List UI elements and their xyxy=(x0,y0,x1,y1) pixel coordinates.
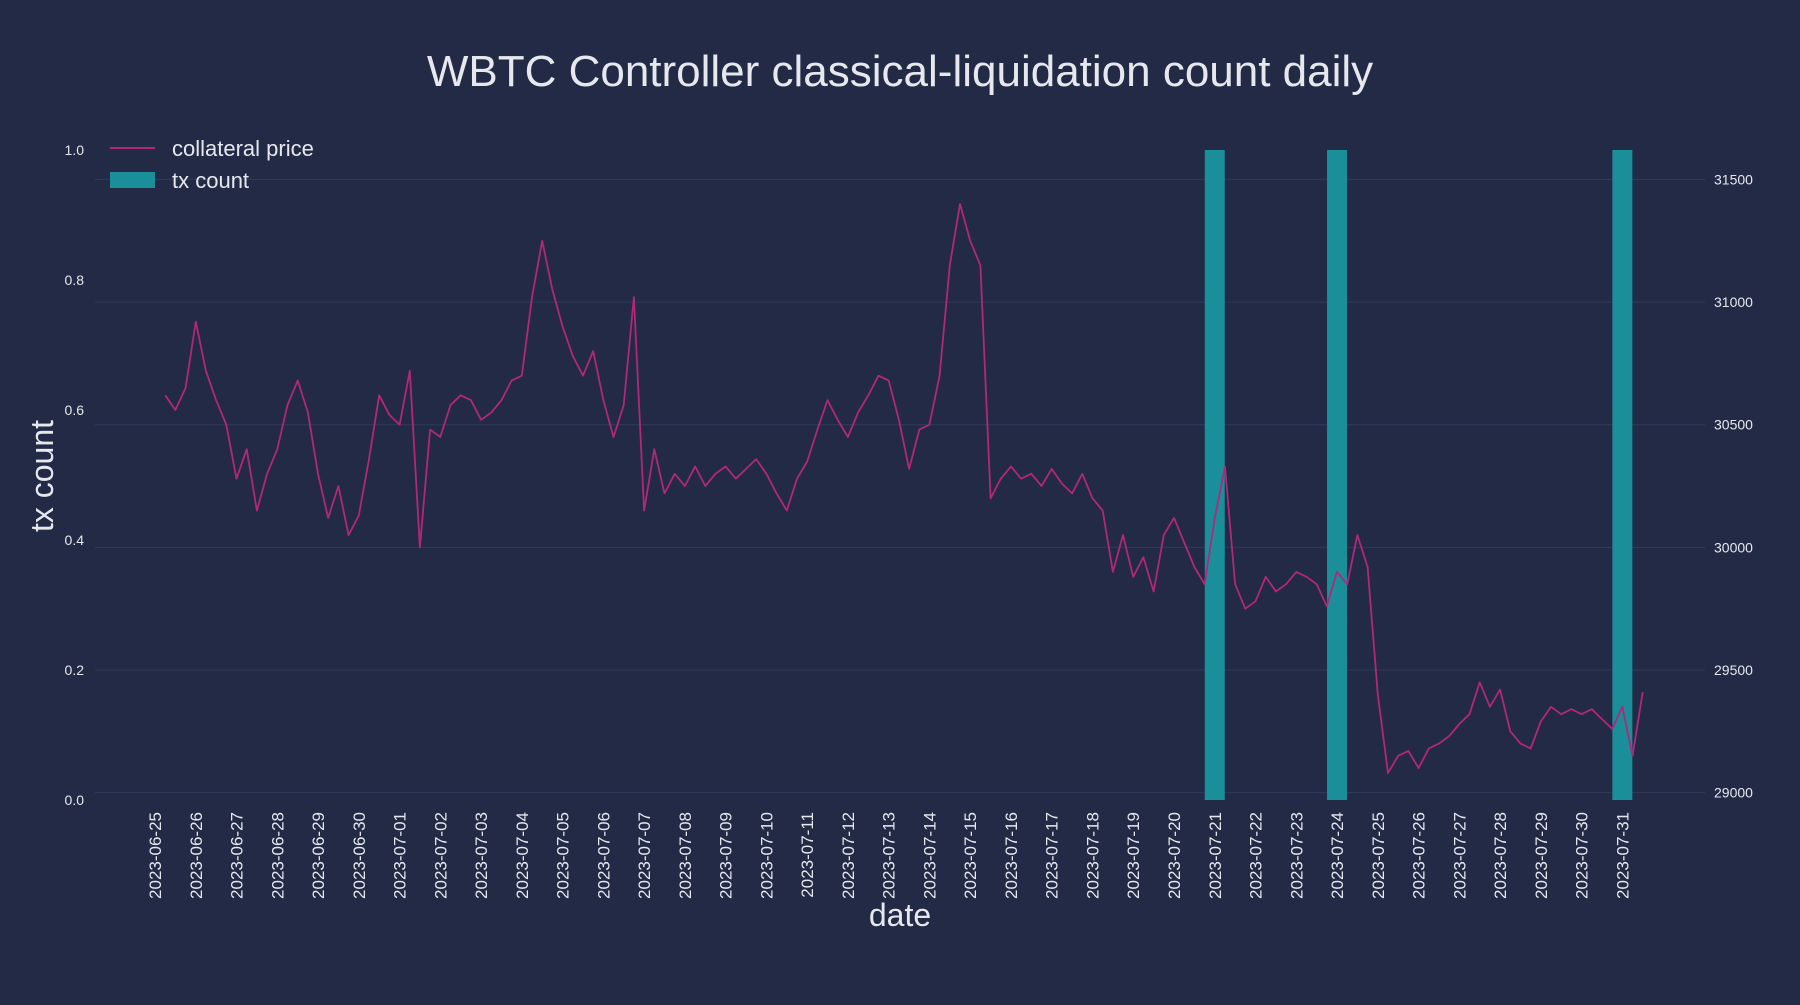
x-tick-label: 2023-07-12 xyxy=(839,812,858,899)
line-series xyxy=(164,203,1644,774)
x-tick-label: 2023-06-29 xyxy=(309,812,328,899)
x-tick-label: 2023-06-27 xyxy=(228,812,247,899)
x-tick-label: 2023-07-11 xyxy=(798,812,817,898)
left-y-tick-label: 0.4 xyxy=(65,532,85,548)
legend-label-tx-count: tx count xyxy=(172,168,249,193)
x-tick-label: 2023-06-25 xyxy=(146,812,165,899)
right-y-tick-label: 31500 xyxy=(1714,171,1753,187)
x-tick-label: 2023-07-01 xyxy=(391,812,410,899)
x-tick-label: 2023-07-31 xyxy=(1613,812,1632,899)
left-y-tick-label: 0.6 xyxy=(65,402,85,418)
left-y-tick-label: 0.8 xyxy=(65,272,85,288)
x-tick-label: 2023-07-18 xyxy=(1083,812,1102,899)
x-tick-label: 2023-07-29 xyxy=(1532,812,1551,899)
left-y-axis: 0.0 0.2 0.4 0.6 0.8 1.0 xyxy=(65,142,85,808)
x-tick-label: 2023-07-04 xyxy=(513,812,532,899)
x-tick-label: 2023-07-14 xyxy=(920,812,939,899)
right-y-axis: 29000 29500 30000 30500 31000 31500 xyxy=(1714,171,1753,800)
x-tick-label: 2023-07-27 xyxy=(1450,812,1469,899)
right-y-tick-label: 29500 xyxy=(1714,662,1753,678)
x-tick-label: 2023-07-07 xyxy=(635,812,654,899)
x-tick-label: 2023-07-17 xyxy=(1043,812,1062,899)
legend-label-collateral-price: collateral price xyxy=(172,136,314,161)
x-tick-label: 2023-07-08 xyxy=(676,812,695,899)
bar-series xyxy=(1204,150,1633,800)
x-tick-label: 2023-07-06 xyxy=(594,812,613,899)
chart-title: WBTC Controller classical-liquidation co… xyxy=(427,47,1373,96)
line-collateral-price xyxy=(164,203,1644,774)
x-tick-label: 2023-07-10 xyxy=(757,812,776,899)
x-tick-label: 2023-07-30 xyxy=(1573,812,1592,899)
x-tick-label: 2023-07-16 xyxy=(1002,812,1021,899)
x-tick-label: 2023-07-25 xyxy=(1369,812,1388,899)
x-axis: 2023-06-25 2023-06-26 2023-06-27 2023-06-28… xyxy=(146,812,1632,899)
bar-tx-count xyxy=(1327,150,1348,800)
right-y-tick-label: 30000 xyxy=(1714,539,1753,555)
left-y-tick-label: 0.0 xyxy=(65,792,85,808)
left-y-tick-label: 1.0 xyxy=(65,142,85,158)
right-y-tick-label: 29000 xyxy=(1714,785,1753,801)
x-tick-label: 2023-07-28 xyxy=(1491,812,1510,899)
right-y-tick-label: 30500 xyxy=(1714,417,1753,433)
bar-tx-count xyxy=(1612,150,1633,800)
x-tick-label: 2023-07-24 xyxy=(1328,812,1347,899)
x-tick-label: 2023-07-23 xyxy=(1287,812,1306,899)
x-tick-label: 2023-07-15 xyxy=(961,812,980,899)
legend: collateral price tx count xyxy=(110,136,314,193)
legend-bar-swatch xyxy=(110,172,155,188)
right-y-tick-label: 31000 xyxy=(1714,294,1753,310)
x-tick-label: 2023-07-02 xyxy=(431,812,450,899)
x-tick-label: 2023-07-19 xyxy=(1124,812,1143,899)
x-tick-label: 2023-07-05 xyxy=(554,812,573,899)
x-tick-label: 2023-07-13 xyxy=(880,812,899,899)
x-axis-label: date xyxy=(869,897,931,933)
x-tick-label: 2023-06-30 xyxy=(350,812,369,899)
x-tick-label: 2023-06-28 xyxy=(268,812,287,899)
x-tick-label: 2023-07-09 xyxy=(717,812,736,899)
x-tick-label: 2023-07-03 xyxy=(472,812,491,899)
x-tick-label: 2023-06-26 xyxy=(187,812,206,899)
x-tick-label: 2023-07-20 xyxy=(1165,812,1184,899)
x-tick-label: 2023-07-26 xyxy=(1410,812,1429,899)
x-tick-label: 2023-07-22 xyxy=(1247,812,1266,899)
x-tick-label: 2023-07-21 xyxy=(1206,812,1225,899)
bar-tx-count xyxy=(1204,150,1225,800)
left-y-tick-label: 0.2 xyxy=(65,662,85,678)
y-axis-label: tx count xyxy=(24,420,60,532)
